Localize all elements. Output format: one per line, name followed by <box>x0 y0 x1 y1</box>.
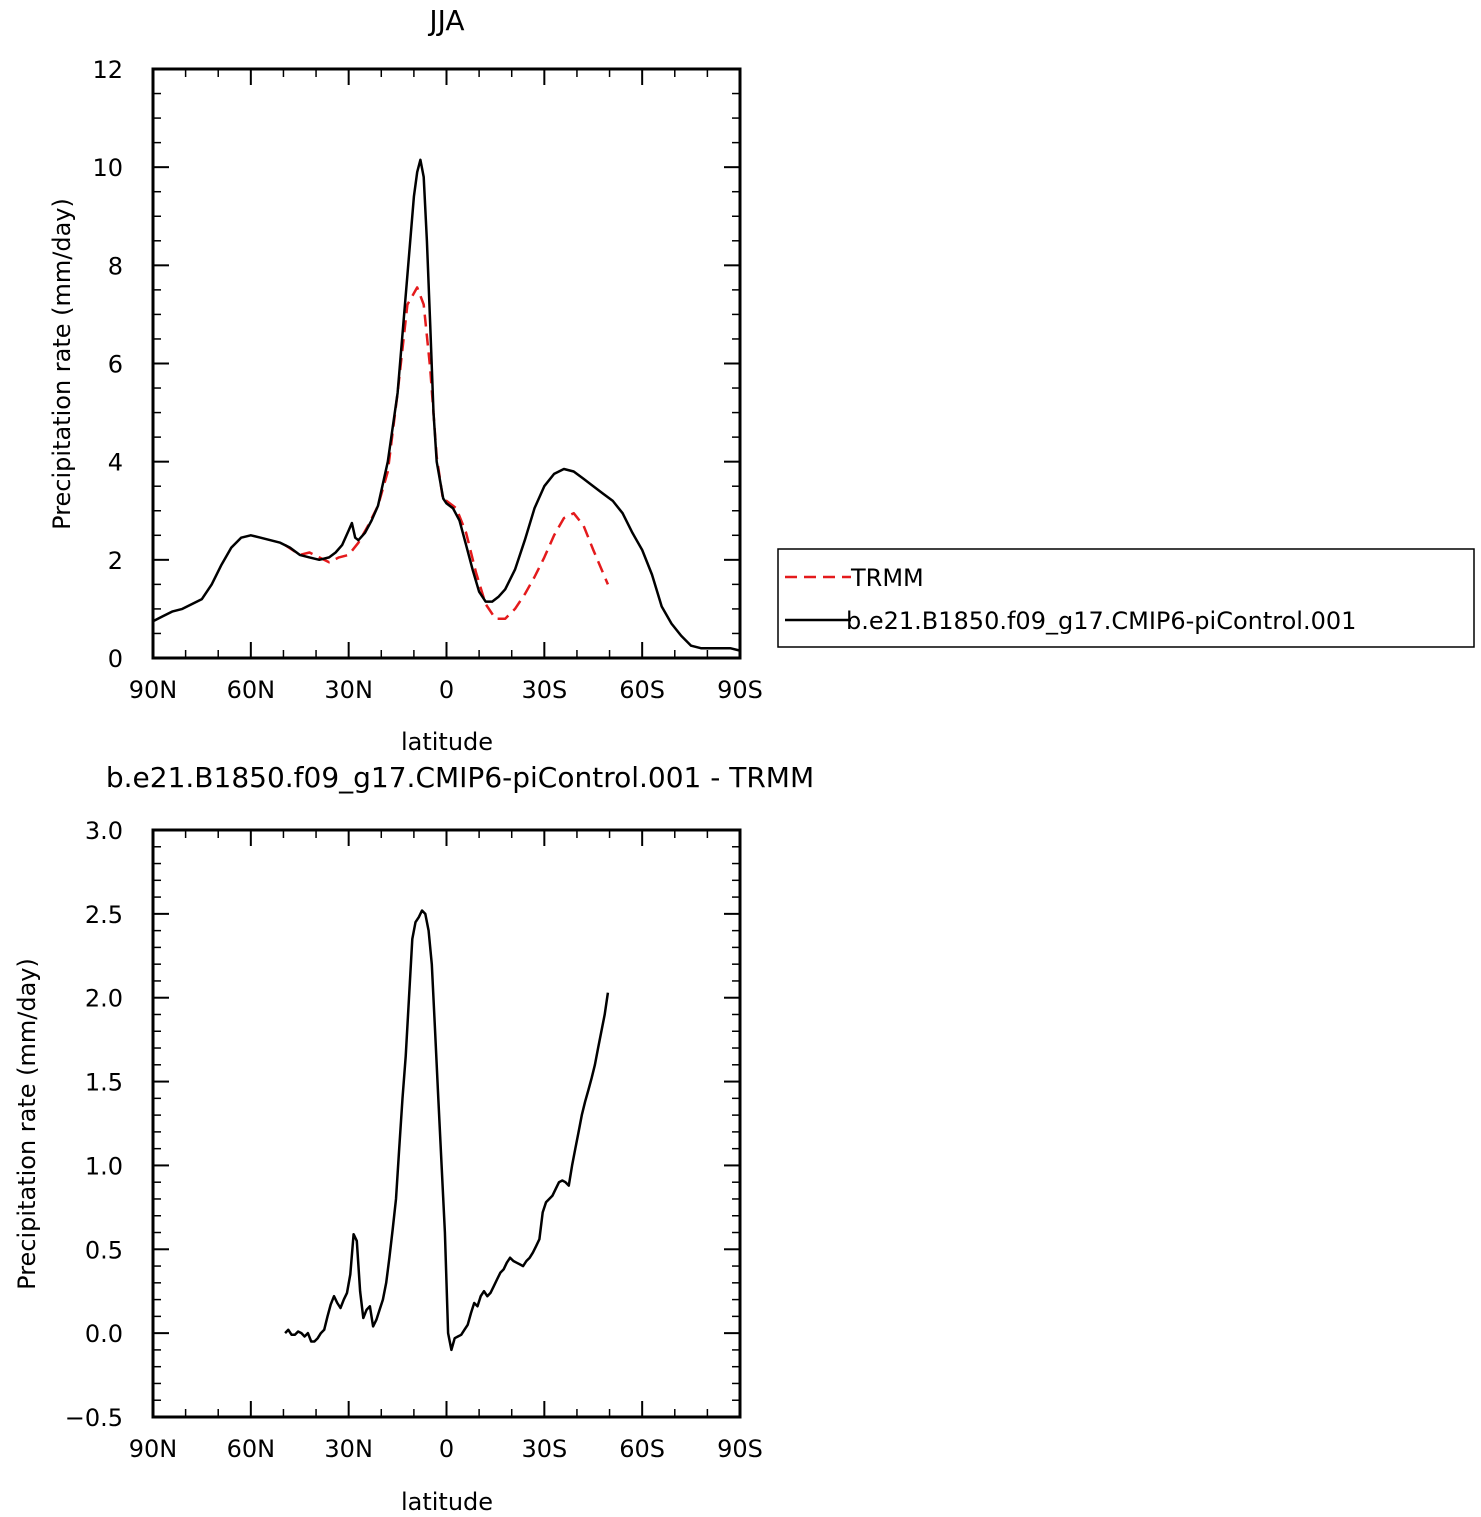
y-tick-label: −0.5 <box>65 1404 123 1432</box>
top-y-axis-label: Precipitation rate (mm/day) <box>48 198 76 530</box>
top-x-axis-label: latitude <box>401 728 493 756</box>
x-tick-label: 90N <box>129 1435 178 1463</box>
y-tick-label: 0.5 <box>85 1236 123 1264</box>
x-tick-label: 30N <box>324 676 373 704</box>
y-tick-label: 1.0 <box>85 1152 123 1180</box>
y-tick-label: 2.0 <box>85 985 123 1013</box>
top-panel: JJA 90N 60N 30N 0 30S 60S 90S 0 2 4 6 8 10 12 latitud… <box>48 4 763 756</box>
bottom-y-axis-label: Precipitation rate (mm/day) <box>13 958 41 1290</box>
x-tick-label: 0 <box>439 676 454 704</box>
y-tick-label: 12 <box>92 56 123 84</box>
y-tick-label: 0 <box>108 645 123 673</box>
x-tick-label: 60S <box>619 1435 665 1463</box>
y-tick-label: 0.0 <box>85 1320 123 1348</box>
y-tick-label: 3.0 <box>85 817 123 845</box>
top-chart-title: JJA <box>427 4 464 37</box>
x-tick-label: 90S <box>717 676 763 704</box>
y-tick-label: 10 <box>92 154 123 182</box>
x-tick-label: 0 <box>439 1435 454 1463</box>
series-line-model <box>152 158 741 652</box>
top-series-group <box>152 158 741 652</box>
x-tick-label: 30S <box>521 676 567 704</box>
legend-entry-trmm: TRMM <box>850 564 924 592</box>
y-tick-label: 2 <box>108 547 123 575</box>
y-tick-label: 1.5 <box>85 1069 123 1097</box>
y-tick-label: 8 <box>108 252 123 280</box>
x-tick-label: 60N <box>227 1435 276 1463</box>
legend: TRMM b.e21.B1850.f09_g17.CMIP6-piControl… <box>777 548 1475 648</box>
x-tick-label: 60S <box>619 676 665 704</box>
legend-box <box>777 548 1475 648</box>
x-tick-label: 30N <box>324 1435 373 1463</box>
bottom-chart-title: b.e21.B1850.f09_g17.CMIP6-piControl.001 … <box>106 761 814 794</box>
x-tick-label: 60N <box>227 676 276 704</box>
series-line-model <box>284 909 610 1352</box>
legend-entry-model: b.e21.B1850.f09_g17.CMIP6-piControl.001 <box>846 607 1356 635</box>
y-tick-label: 2.5 <box>85 901 123 929</box>
bottom-panel: b.e21.B1850.f09_g17.CMIP6-piControl.001 … <box>13 761 814 1516</box>
series-line-trmm <box>284 286 610 620</box>
y-tick-label: 4 <box>108 449 123 477</box>
bottom-x-axis-label: latitude <box>401 1488 493 1516</box>
x-tick-label: 90N <box>129 676 178 704</box>
x-tick-label: 90S <box>717 1435 763 1463</box>
bottom-series-group <box>284 909 610 1352</box>
bottom-plot-frame <box>151 828 742 1419</box>
bottom-axis-ticks: 90N 60N 30N 0 30S 60S 90S −0.5 0.0 0.5 1.0 1.5 2.0 2.… <box>65 817 763 1463</box>
top-plot-frame <box>151 67 742 660</box>
top-axis-ticks: 90N 60N 30N 0 30S 60S 90S 0 2 4 6 8 10 12 <box>92 56 762 704</box>
y-tick-label: 6 <box>108 351 123 379</box>
x-tick-label: 30S <box>521 1435 567 1463</box>
